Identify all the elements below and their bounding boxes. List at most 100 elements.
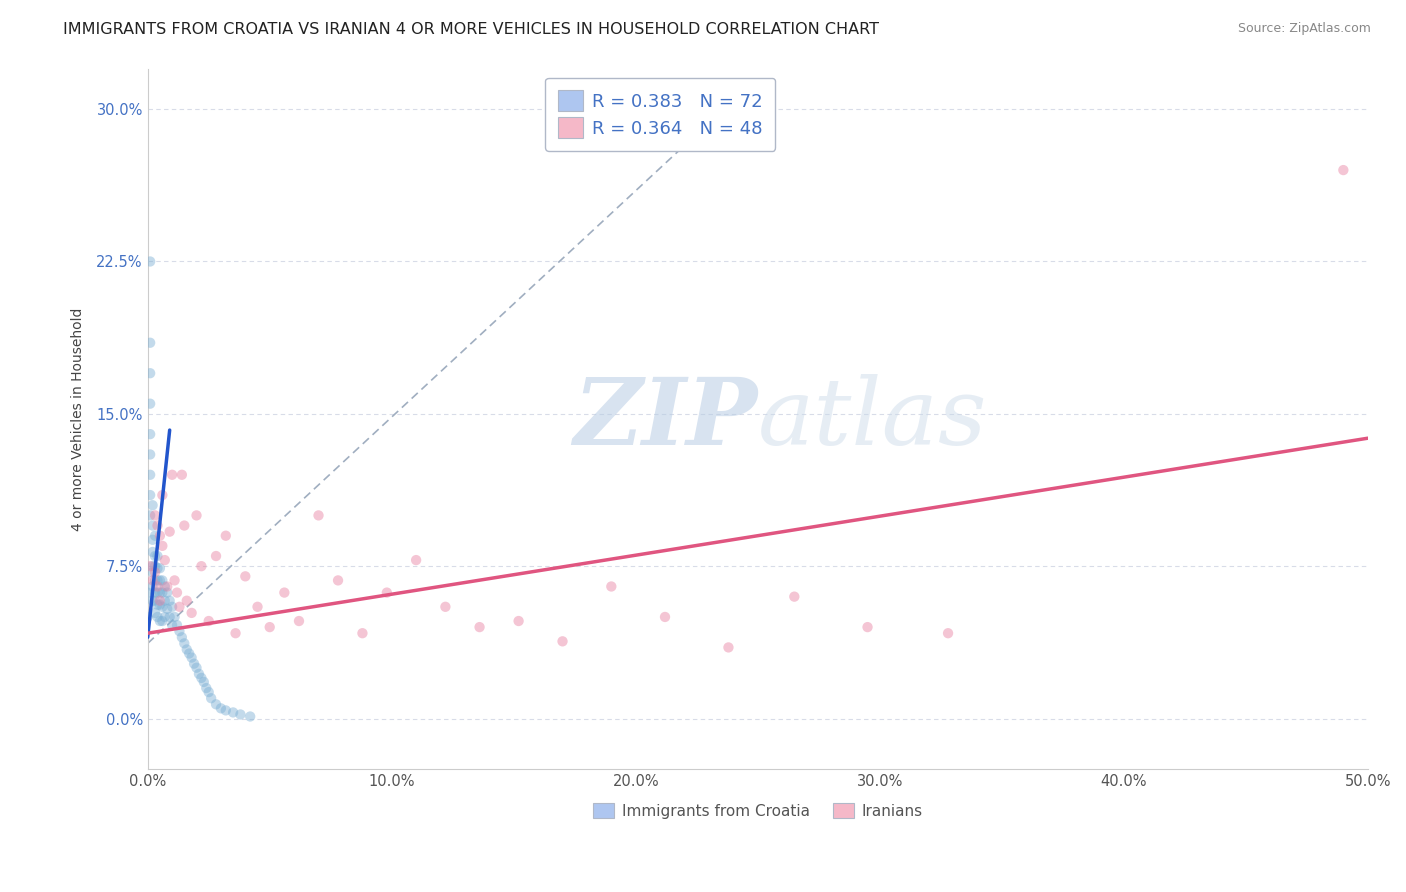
Point xyxy=(143,508,166,523)
Point xyxy=(160,467,183,482)
Point xyxy=(176,593,198,607)
Point xyxy=(186,508,208,523)
Point xyxy=(468,620,491,634)
Point xyxy=(222,706,245,720)
Point xyxy=(153,610,176,624)
Text: atlas: atlas xyxy=(758,374,987,464)
Point xyxy=(139,488,162,502)
Point xyxy=(156,585,179,599)
Point xyxy=(149,598,172,612)
Point xyxy=(160,618,183,632)
Point xyxy=(159,593,181,607)
Point xyxy=(288,614,311,628)
Point xyxy=(160,599,183,614)
Point xyxy=(139,447,162,461)
Point xyxy=(169,599,191,614)
Point xyxy=(170,630,193,644)
Point xyxy=(139,559,162,574)
Point xyxy=(180,650,202,665)
Point xyxy=(190,559,212,574)
Point xyxy=(239,709,262,723)
Point xyxy=(139,508,162,523)
Point xyxy=(225,626,247,640)
Point xyxy=(143,549,166,563)
Point xyxy=(143,585,166,599)
Point xyxy=(142,498,165,512)
Point xyxy=(142,545,165,559)
Point xyxy=(146,580,169,594)
Point xyxy=(150,599,173,614)
Point xyxy=(173,636,195,650)
Point xyxy=(142,593,165,607)
Point xyxy=(143,529,166,543)
Point xyxy=(783,590,806,604)
Point xyxy=(405,553,427,567)
Point xyxy=(215,529,238,543)
Point xyxy=(166,618,188,632)
Point xyxy=(146,561,169,575)
Point xyxy=(153,553,176,567)
Point xyxy=(179,647,201,661)
Point xyxy=(149,593,172,607)
Point xyxy=(205,698,228,712)
Point xyxy=(197,685,219,699)
Point xyxy=(246,599,269,614)
Point xyxy=(156,602,179,616)
Text: IMMIGRANTS FROM CROATIA VS IRANIAN 4 OR MORE VEHICLES IN HOUSEHOLD CORRELATION C: IMMIGRANTS FROM CROATIA VS IRANIAN 4 OR … xyxy=(63,22,879,37)
Point xyxy=(146,598,169,612)
Point xyxy=(215,703,238,717)
Point xyxy=(149,574,172,588)
Point xyxy=(180,606,202,620)
Point xyxy=(146,518,169,533)
Point xyxy=(183,657,205,671)
Point xyxy=(136,610,159,624)
Point xyxy=(150,585,173,599)
Point xyxy=(163,610,186,624)
Point xyxy=(142,518,165,533)
Point xyxy=(717,640,740,655)
Point xyxy=(434,599,457,614)
Point xyxy=(197,614,219,628)
Point xyxy=(159,524,181,539)
Point xyxy=(142,559,165,574)
Point xyxy=(143,593,166,607)
Point xyxy=(200,691,222,706)
Point xyxy=(229,707,252,722)
Point xyxy=(150,614,173,628)
Point xyxy=(159,610,181,624)
Point xyxy=(143,566,166,580)
Point xyxy=(149,561,172,575)
Point xyxy=(308,508,330,523)
Point xyxy=(600,580,623,594)
Point xyxy=(142,533,165,547)
Point xyxy=(149,585,172,599)
Y-axis label: 4 or more Vehicles in Household: 4 or more Vehicles in Household xyxy=(72,307,86,531)
Point xyxy=(153,580,176,594)
Point xyxy=(146,585,169,599)
Point xyxy=(1331,163,1354,178)
Legend: Immigrants from Croatia, Iranians: Immigrants from Croatia, Iranians xyxy=(586,797,929,825)
Point xyxy=(139,335,162,350)
Point xyxy=(209,701,232,715)
Point xyxy=(146,549,169,563)
Point xyxy=(146,574,169,588)
Point xyxy=(205,549,228,563)
Point xyxy=(186,661,208,675)
Point xyxy=(142,566,165,580)
Point xyxy=(856,620,879,634)
Point xyxy=(259,620,281,634)
Point xyxy=(176,642,198,657)
Point xyxy=(136,585,159,599)
Point xyxy=(375,585,398,599)
Point xyxy=(195,681,218,695)
Point xyxy=(139,366,162,380)
Point xyxy=(654,610,676,624)
Point xyxy=(170,467,193,482)
Point xyxy=(143,606,166,620)
Point xyxy=(508,614,530,628)
Point xyxy=(169,624,191,639)
Point xyxy=(143,559,166,574)
Text: ZIP: ZIP xyxy=(574,374,758,464)
Point xyxy=(188,666,211,681)
Point xyxy=(352,626,374,640)
